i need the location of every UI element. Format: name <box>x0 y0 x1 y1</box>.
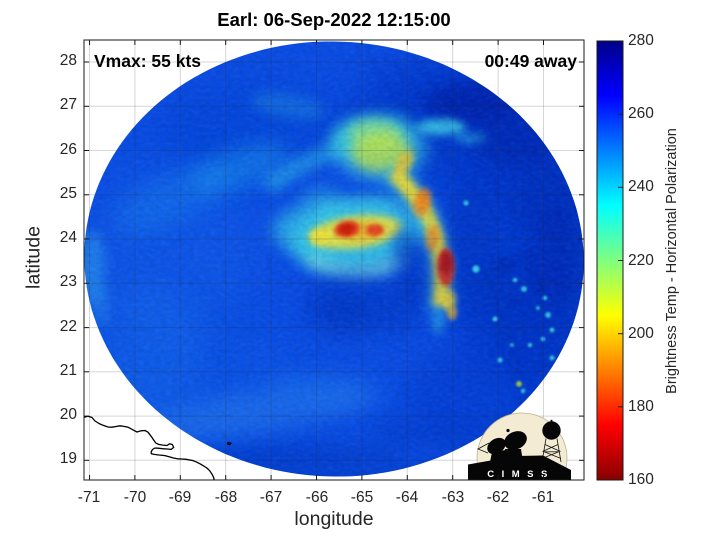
svg-text:CIMSS: CIMSS <box>487 469 555 480</box>
